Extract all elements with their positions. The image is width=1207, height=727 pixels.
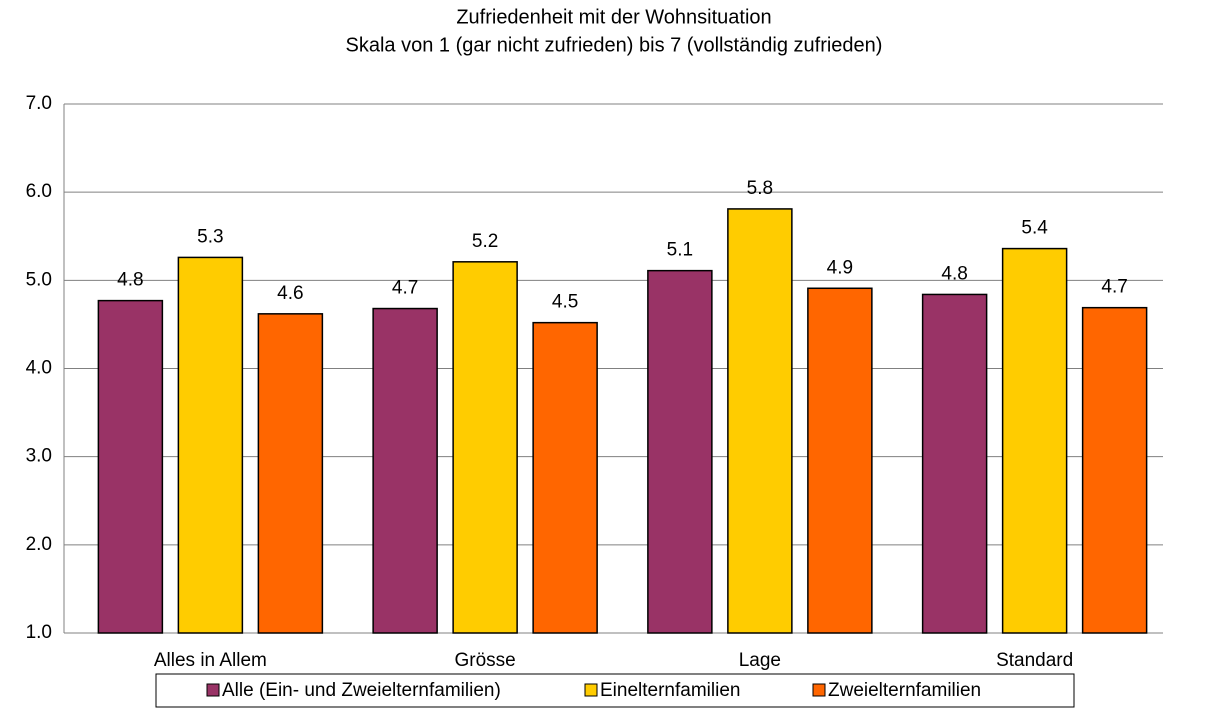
bar: [921, 293, 988, 634]
bar: [97, 299, 164, 634]
chart-title: Zufriedenheit mit der Wohnsituation: [456, 6, 771, 28]
bar: [177, 256, 244, 634]
y-tick-label: 1.0: [26, 622, 52, 643]
y-tick-label: 3.0: [26, 446, 52, 467]
legend-swatch: [584, 683, 598, 697]
legend-label: Einelternfamilien: [600, 680, 740, 701]
value-label: 5.4: [1021, 218, 1048, 239]
bar: [727, 208, 793, 634]
x-tick-label: Lage: [739, 650, 781, 671]
value-label: 5.2: [472, 231, 498, 252]
bar: [372, 307, 438, 634]
value-label: 4.6: [277, 283, 303, 304]
y-tick-label: 6.0: [26, 181, 52, 202]
legend-swatch: [812, 683, 826, 697]
bar: [807, 287, 873, 634]
bar: [1001, 247, 1068, 634]
legend-box: [155, 673, 1075, 708]
value-label: 5.3: [197, 226, 223, 247]
bar: [647, 269, 713, 634]
value-label: 4.5: [552, 292, 578, 313]
y-tick-label: 2.0: [26, 534, 52, 555]
chart-subtitle: Skala von 1 (gar nicht zufrieden) bis 7 …: [346, 34, 883, 56]
value-label: 5.8: [747, 178, 773, 199]
value-label: 4.9: [827, 257, 853, 278]
value-label: 4.8: [941, 263, 967, 284]
x-tick-label: Standard: [996, 650, 1073, 671]
legend-swatch: [206, 683, 220, 697]
value-label: 4.8: [117, 270, 143, 291]
y-tick-label: 4.0: [26, 358, 52, 379]
bar: [452, 261, 518, 634]
y-tick-label: 7.0: [26, 93, 52, 114]
value-label: 4.7: [392, 278, 418, 299]
y-tick-label: 5.0: [26, 269, 52, 290]
legend-label: Zweielternfamilien: [828, 680, 981, 701]
value-label: 4.7: [1101, 277, 1127, 298]
bar: [257, 313, 324, 634]
value-label: 5.1: [667, 240, 693, 261]
bar: [1081, 306, 1148, 634]
x-tick-label: Alles in Allem: [154, 650, 267, 671]
bar: [532, 321, 598, 634]
legend-label: Alle (Ein- und Zweielternfamilien): [222, 680, 501, 701]
x-tick-label: Grösse: [455, 650, 516, 671]
